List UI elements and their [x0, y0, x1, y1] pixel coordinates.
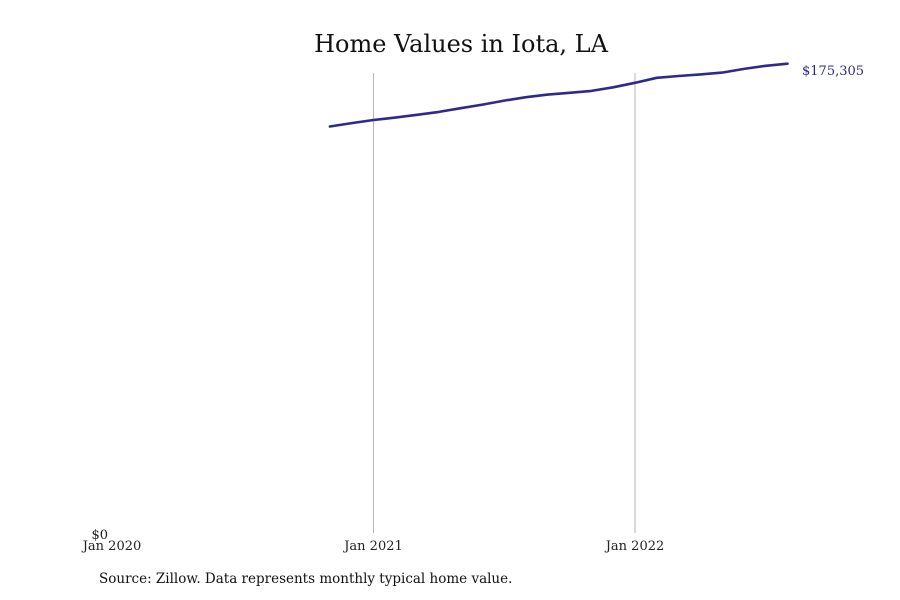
axis-tick-labels: Jan 2020 Jan 2021 Jan 2022 $0	[81, 528, 665, 554]
x-tick-label: Jan 2022	[604, 539, 665, 554]
end-value-label: $175,305	[802, 64, 864, 79]
x-tick-label: Jan 2021	[342, 539, 403, 554]
series-line	[328, 62, 789, 128]
gridlines	[373, 73, 636, 533]
source-note: Source: Zillow. Data represents monthly …	[99, 571, 513, 587]
chart-title: Home Values in Iota, LA	[314, 30, 609, 58]
x-tick-label: Jan 2020	[81, 539, 142, 554]
series-line-group	[328, 62, 789, 128]
y-tick-label: $0	[91, 528, 108, 543]
